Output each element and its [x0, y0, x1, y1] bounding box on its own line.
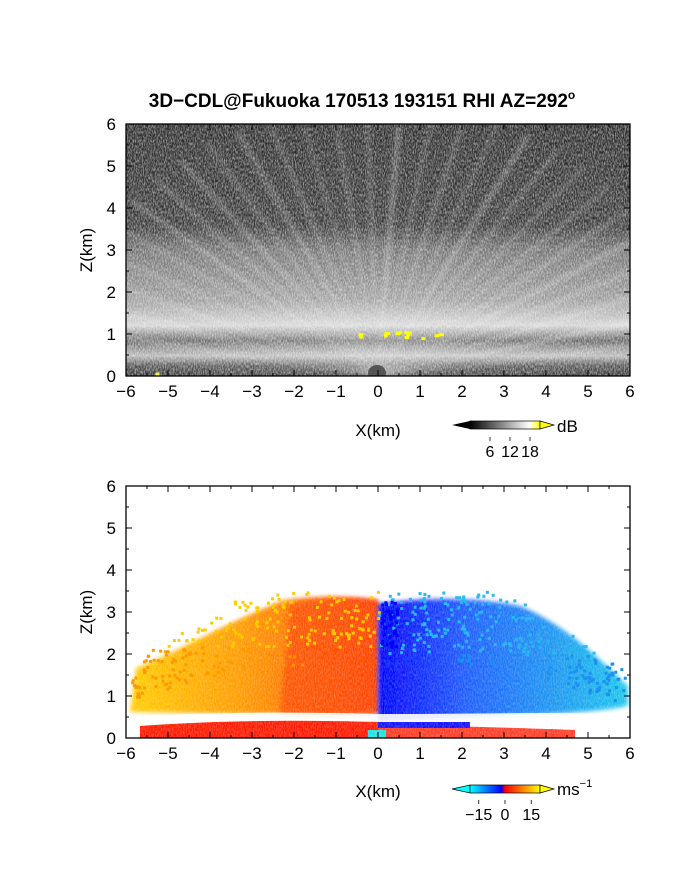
velocity-image [126, 486, 630, 738]
colorbar-tick-label: 15 [522, 807, 540, 824]
reflectivity-ytick-label: 3 [107, 241, 116, 260]
reflectivity-xtick-label: −2 [284, 382, 303, 401]
figure-title: 3D−CDL@Fukuoka 170513 193151 RHI AZ=292o [149, 88, 576, 112]
velocity-colorbar: ms−1 −15 0 15 [451, 778, 592, 824]
reflectivity-colorbar: dB 6 12 18 [452, 417, 578, 461]
reflectivity-ytick-label: 6 [107, 115, 116, 134]
velocity-ytick-label: 1 [107, 687, 116, 706]
reflectivity-xlabel: X(km) [355, 421, 400, 440]
reflectivity-ytick-label: 2 [107, 283, 116, 302]
velocity-xtick-label: 2 [457, 744, 466, 763]
reflectivity-xtick-label: 3 [499, 382, 508, 401]
velocity-xtick-label: 5 [583, 744, 592, 763]
velocity-xtick-label: 6 [625, 744, 634, 763]
reflectivity-ytick-label: 1 [107, 325, 116, 344]
reflectivity-xtick-label: 6 [625, 382, 634, 401]
reflectivity-xtick-label: 5 [583, 382, 592, 401]
reflectivity-xtick-label: −5 [158, 382, 177, 401]
reflectivity-xtick-label: 0 [373, 382, 382, 401]
velocity-xtick-label: 1 [415, 744, 424, 763]
reflectivity-xtick-label: 2 [457, 382, 466, 401]
colorbar-tick-label: 12 [501, 444, 519, 461]
reflectivity-ytick-label: 0 [107, 367, 116, 386]
velocity-xtick-label: 3 [499, 744, 508, 763]
reflectivity-colorbar-unit: dB [557, 417, 578, 436]
velocity-xtick-label: −5 [158, 744, 177, 763]
velocity-xlabel: X(km) [355, 782, 400, 801]
reflectivity-xtick-label: 4 [541, 382, 550, 401]
reflectivity-xtick-label: −3 [242, 382, 261, 401]
reflectivity-xtick-label: −1 [326, 382, 345, 401]
reflectivity-ylabel: Z(km) [77, 228, 96, 272]
velocity-colorbar-unit: ms−1 [557, 778, 592, 799]
velocity-ytick-label: 4 [107, 561, 116, 580]
velocity-ytick-label: 2 [107, 645, 116, 664]
velocity-ylabel: Z(km) [77, 590, 96, 634]
velocity-ytick-label: 5 [107, 519, 116, 538]
reflectivity-xtick-label: 1 [415, 382, 424, 401]
velocity-xtick-label: 0 [373, 744, 382, 763]
velocity-xtick-label: −1 [326, 744, 345, 763]
velocity-xtick-label: 4 [541, 744, 550, 763]
velocity-ytick-label: 0 [107, 729, 116, 748]
colorbar-tick-label: 18 [521, 444, 539, 461]
reflectivity-xtick-label: −4 [200, 382, 219, 401]
velocity-xtick-label: −6 [116, 744, 135, 763]
reflectivity-ytick-label: 4 [107, 199, 116, 218]
reflectivity-ytick-label: 5 [107, 157, 116, 176]
velocity-xtick-label: −2 [284, 744, 303, 763]
doppler-velocity-panel: −6 −5 −4 −3 −2 −1 0 1 2 3 4 5 6 0 1 2 3 4 5 6 Z(km) X(km) m… [77, 477, 635, 824]
velocity-xtick-label: −4 [200, 744, 219, 763]
velocity-ytick-label: 6 [107, 477, 116, 496]
velocity-ytick-label: 3 [107, 603, 116, 622]
reflectivity-image [126, 124, 630, 376]
velocity-xtick-label: −3 [242, 744, 261, 763]
colorbar-tick-label: 0 [501, 807, 510, 824]
reflectivity-xtick-label: −6 [116, 382, 135, 401]
colorbar-tick-label: 6 [486, 444, 495, 461]
colorbar-tick-label: −15 [465, 807, 492, 824]
